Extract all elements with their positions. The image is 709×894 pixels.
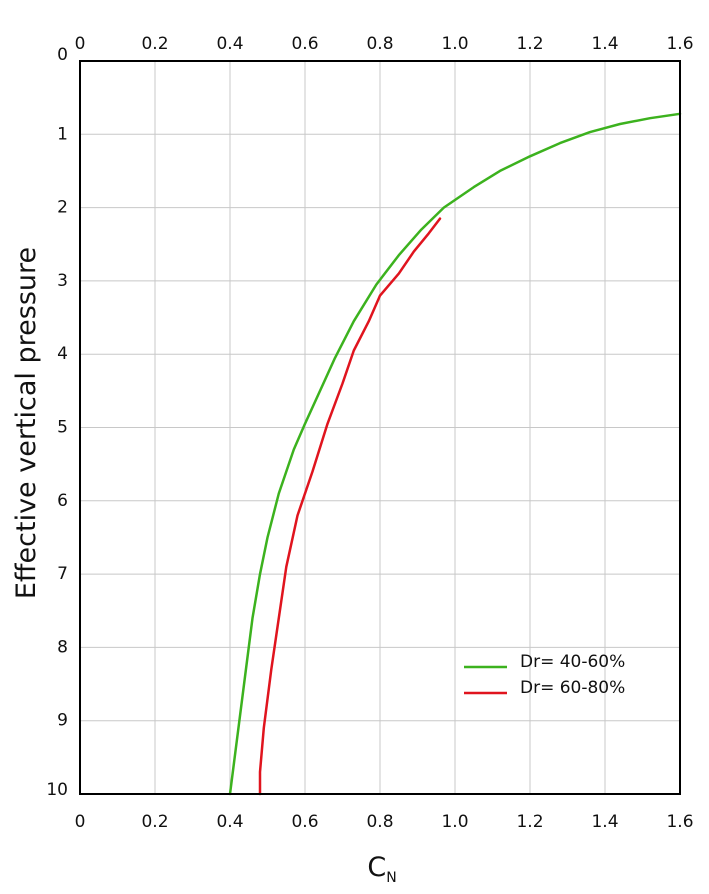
legend-label: Dr= 40-60% <box>520 652 625 672</box>
y-tick-label: 3 <box>57 271 68 291</box>
x-tick-label-top: 0.6 <box>291 34 318 54</box>
x-tick-label-top: 0.4 <box>216 34 243 54</box>
x-axis-label-subscript: N <box>386 870 396 886</box>
x-tick-label-bottom: 1.2 <box>516 812 543 832</box>
x-tick-label-top: 0.8 <box>366 34 393 54</box>
y-tick-label: 10 <box>46 780 68 800</box>
x-tick-label-top: 1.0 <box>441 34 468 54</box>
x-tick-label-bottom: 1.0 <box>441 812 468 832</box>
x-axis-label: CN <box>367 852 396 886</box>
x-tick-label-bottom: 0.6 <box>291 812 318 832</box>
legend: Dr= 40-60% Dr= 60-80% <box>464 652 625 698</box>
y-tick-label: 0 <box>57 45 68 65</box>
x-tick-label-bottom: 1.4 <box>591 812 618 832</box>
y-tick-label: 6 <box>57 491 68 511</box>
series-line-1 <box>228 112 682 796</box>
y-tick-label: 8 <box>57 637 68 657</box>
y-tick-label: 4 <box>57 344 68 364</box>
y-tick-label: 7 <box>57 564 68 584</box>
x-tick-label-top: 1.2 <box>516 34 543 54</box>
y-tick-label: 9 <box>57 711 68 731</box>
x-tick-label-top: 0.2 <box>141 34 168 54</box>
x-axis-label-main: C <box>367 852 386 883</box>
x-tick-label-bottom: 0.8 <box>366 812 393 832</box>
x-tick-label-top: 0 <box>75 34 86 54</box>
tick-labels: 000.20.20.40.40.60.60.80.81.01.01.21.21.… <box>46 34 693 832</box>
gridlines <box>80 61 680 794</box>
x-tick-label-top: 1.6 <box>666 34 693 54</box>
y-tick-label: 5 <box>57 418 68 438</box>
plot-frame <box>79 60 681 795</box>
x-tick-label-bottom: 0 <box>75 812 86 832</box>
series-line-2 <box>258 217 442 796</box>
y-tick-label: 1 <box>57 124 68 144</box>
x-tick-label-bottom: 1.6 <box>666 812 693 832</box>
x-tick-label-top: 1.4 <box>591 34 618 54</box>
series-lines <box>228 112 682 796</box>
y-axis-label: Effective vertical pressure <box>11 247 42 599</box>
x-tick-label-bottom: 0.4 <box>216 812 243 832</box>
legend-label: Dr= 60-80% <box>520 678 625 698</box>
y-tick-label: 2 <box>57 198 68 218</box>
x-tick-label-bottom: 0.2 <box>141 812 168 832</box>
